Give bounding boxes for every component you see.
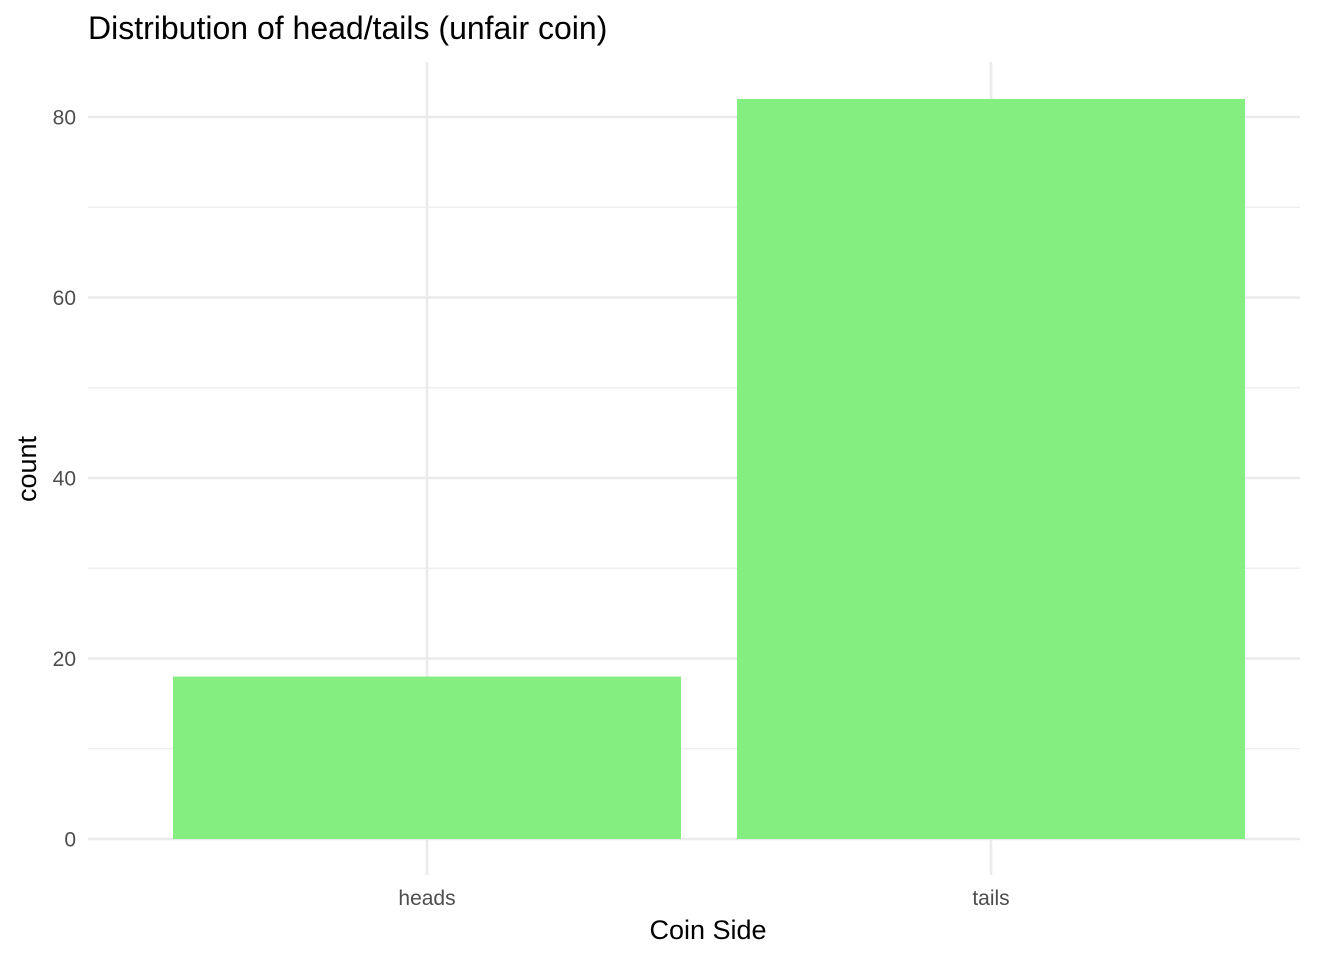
x-axis-title: Coin Side: [649, 915, 766, 945]
y-tick-label: 80: [53, 107, 76, 130]
y-axis-title: count: [12, 435, 42, 502]
y-tick-label: 20: [53, 648, 76, 671]
y-axis-ticks: 0 20 40 60 80: [53, 107, 76, 852]
y-tick-label: 60: [53, 287, 76, 310]
x-tick-label: tails: [972, 887, 1009, 910]
bar-heads: [173, 676, 681, 839]
chart-title: Distribution of head/tails (unfair coin): [88, 10, 607, 46]
y-tick-label: 0: [64, 829, 76, 852]
bar-tails: [737, 98, 1245, 839]
x-axis-ticks: heads tails: [398, 887, 1009, 910]
y-tick-label: 40: [53, 468, 76, 491]
bars: [173, 98, 1245, 839]
x-tick-label: heads: [398, 887, 455, 910]
